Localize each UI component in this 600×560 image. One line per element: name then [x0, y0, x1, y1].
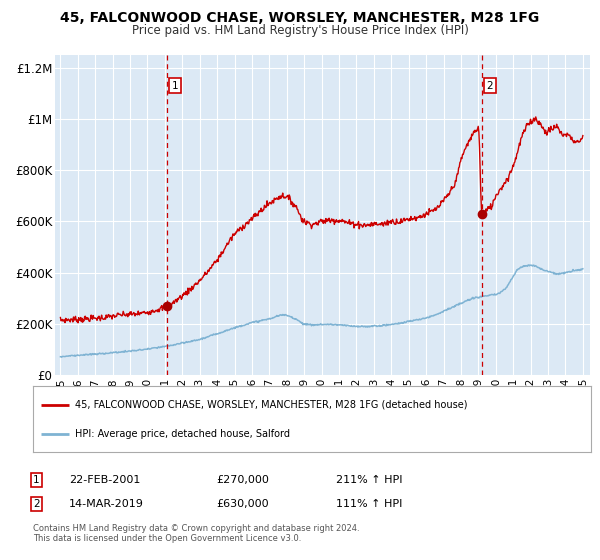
- Text: Price paid vs. HM Land Registry's House Price Index (HPI): Price paid vs. HM Land Registry's House …: [131, 24, 469, 36]
- Text: 14-MAR-2019: 14-MAR-2019: [69, 499, 144, 509]
- Text: 111% ↑ HPI: 111% ↑ HPI: [336, 499, 403, 509]
- Text: 2: 2: [487, 81, 493, 91]
- Text: 22-FEB-2001: 22-FEB-2001: [69, 475, 140, 485]
- Text: 1: 1: [33, 475, 40, 485]
- Text: 45, FALCONWOOD CHASE, WORSLEY, MANCHESTER, M28 1FG: 45, FALCONWOOD CHASE, WORSLEY, MANCHESTE…: [61, 11, 539, 25]
- Text: Contains HM Land Registry data © Crown copyright and database right 2024.: Contains HM Land Registry data © Crown c…: [33, 524, 359, 533]
- Text: HPI: Average price, detached house, Salford: HPI: Average price, detached house, Salf…: [75, 429, 290, 439]
- Text: 2: 2: [33, 499, 40, 509]
- Text: 45, FALCONWOOD CHASE, WORSLEY, MANCHESTER, M28 1FG (detached house): 45, FALCONWOOD CHASE, WORSLEY, MANCHESTE…: [75, 400, 467, 410]
- Text: This data is licensed under the Open Government Licence v3.0.: This data is licensed under the Open Gov…: [33, 534, 301, 543]
- Text: £270,000: £270,000: [216, 475, 269, 485]
- Text: 1: 1: [172, 81, 178, 91]
- Text: 211% ↑ HPI: 211% ↑ HPI: [336, 475, 403, 485]
- Text: £630,000: £630,000: [216, 499, 269, 509]
